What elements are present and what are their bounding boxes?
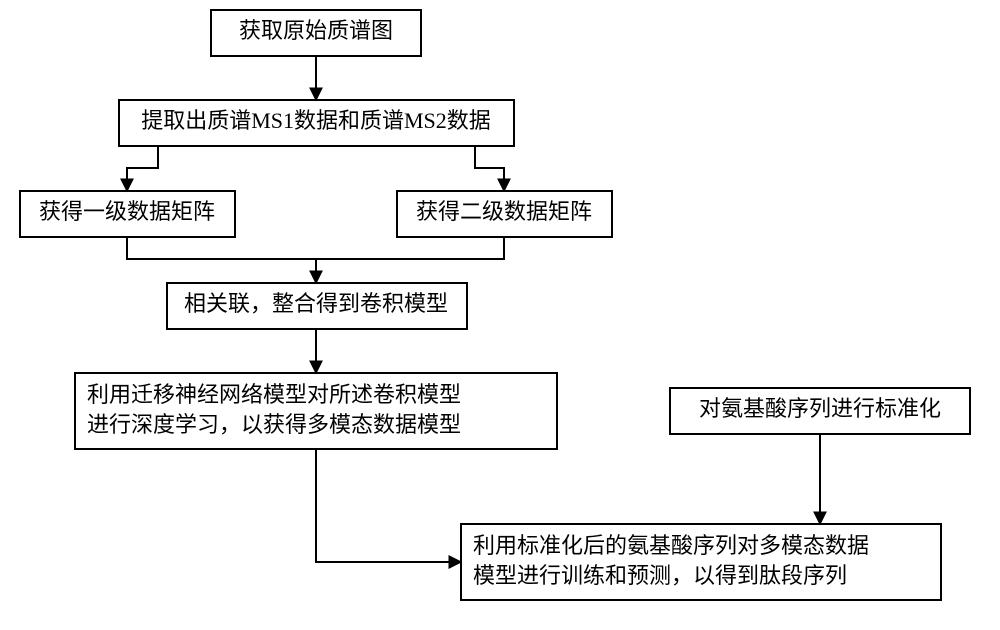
node-n5: 相关联，整合得到卷积模型 [167,283,467,329]
node-n7: 对氨基酸序列进行标准化 [670,388,970,434]
edge-n4-n5 [316,237,504,259]
node-n2: 提取出质谱MS1数据和质谱MS2数据 [119,100,514,146]
node-n5-label: 相关联，整合得到卷积模型 [184,291,448,316]
node-n1: 获取原始质谱图 [211,10,421,56]
node-n1-label: 获取原始质谱图 [239,18,393,43]
node-n6-label-line2: 进行深度学习，以获得多模态数据模型 [87,412,461,437]
edge-n6-n8 [316,449,461,562]
node-n4: 获得二级数据矩阵 [397,191,612,237]
edge-n3-n5 [127,237,316,283]
node-n3: 获得一级数据矩阵 [20,191,235,237]
node-n4-label: 获得二级数据矩阵 [416,199,592,224]
node-n3-label: 获得一级数据矩阵 [39,199,215,224]
node-n7-label: 对氨基酸序列进行标准化 [699,396,941,421]
node-n6: 利用迁移神经网络模型对所述卷积模型 进行深度学习，以获得多模态数据模型 [75,373,557,449]
edge-n2-n4 [475,146,504,191]
node-n2-label: 提取出质谱MS1数据和质谱MS2数据 [141,108,491,133]
node-n8-label-line1: 利用标准化后的氨基酸序列对多模态数据 [473,533,869,558]
node-n8: 利用标准化后的氨基酸序列对多模态数据 模型进行训练和预测，以得到肽段序列 [461,524,941,600]
edge-n2-n3 [127,146,158,191]
node-n6-label-line1: 利用迁移神经网络模型对所述卷积模型 [87,382,461,407]
node-n8-label-line2: 模型进行训练和预测，以得到肽段序列 [473,563,847,588]
